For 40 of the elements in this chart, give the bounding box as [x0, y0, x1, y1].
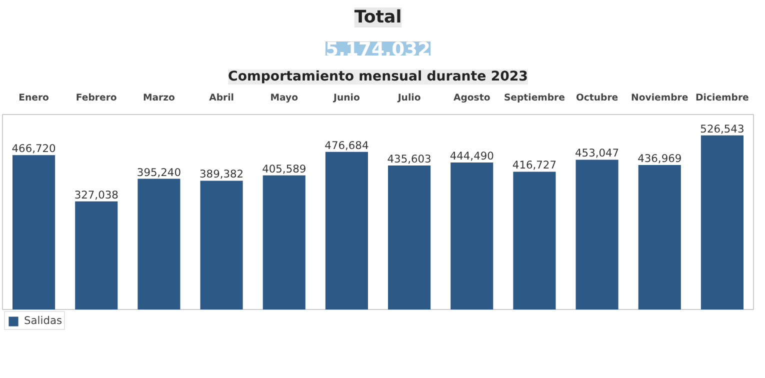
data-label: 444,490 — [450, 150, 494, 163]
x-tick-label: Noviembre — [631, 92, 688, 104]
text: Total — [354, 8, 402, 28]
bar — [138, 178, 180, 310]
bar — [450, 162, 494, 310]
data-label: 405,589 — [262, 162, 306, 176]
x-tick-label: Marzo — [142, 92, 175, 104]
x-tick-label: Julio — [396, 92, 421, 104]
x-tick-label: Abril — [209, 92, 234, 104]
x-tick-label: Enero — [18, 92, 49, 104]
x-tick-label: Mayo — [270, 92, 298, 104]
bar — [513, 172, 556, 310]
x-tick-label: Octubre — [576, 92, 618, 104]
data-label: 416,727 — [512, 158, 557, 172]
text: 5,174,032 — [325, 40, 431, 60]
x-tick-label: Junio — [332, 92, 360, 104]
x-tick-label: Febrero — [76, 92, 117, 104]
data-label: 389,382 — [200, 168, 244, 181]
data-label: 436,969 — [638, 152, 682, 166]
data-label: 395,240 — [136, 166, 182, 179]
bar — [262, 175, 306, 310]
bar — [638, 165, 681, 310]
data-label: 526,543 — [700, 122, 744, 136]
data-label: 327,038 — [74, 188, 119, 202]
x-tick-label: Septiembre — [504, 92, 565, 104]
bar — [200, 180, 243, 310]
bar — [75, 201, 118, 310]
data-label: 466,720 — [12, 142, 56, 156]
legend-label: Salidas — [24, 314, 62, 327]
bar — [12, 155, 56, 310]
data-label: 435,603 — [387, 152, 432, 166]
data-label: 453,047 — [575, 146, 620, 160]
bar — [576, 160, 618, 310]
bar — [700, 135, 744, 310]
x-tick-label: Agosto — [454, 92, 490, 104]
data-label: 476,684 — [324, 138, 369, 152]
bar — [388, 165, 431, 310]
bar — [325, 152, 368, 310]
x-tick-label: Diciembre — [696, 92, 749, 104]
chart-title: Comportamiento mensual durante 2023 — [228, 70, 528, 84]
